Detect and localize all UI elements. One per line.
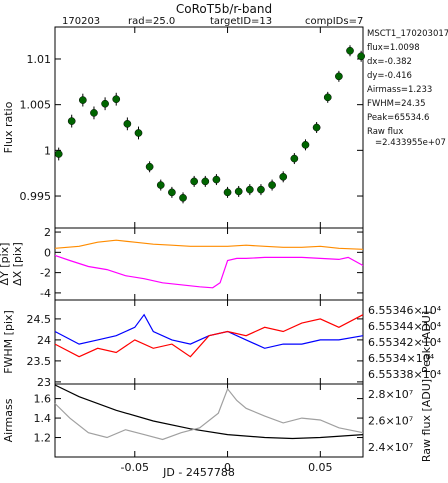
- flux-point: [323, 93, 332, 102]
- panel-fwhm-ylabel: FWHM [pix]: [2, 310, 15, 374]
- header-target: targetID=13: [210, 16, 272, 27]
- flux-point: [123, 119, 132, 128]
- panel-flux-ytick-label: 0.995: [20, 190, 52, 203]
- x-axis-label: JD - 2457788: [162, 466, 235, 479]
- flux-point: [134, 129, 143, 137]
- flux-point: [190, 177, 199, 186]
- info-dy: dy=-0.416: [367, 71, 412, 81]
- flux-point: [112, 95, 121, 104]
- info-dx: dx=-0.382: [367, 57, 412, 67]
- info-rawflux-value: =2.433955e+07: [375, 138, 446, 148]
- panel-airmass-right-tick-label: 2.8×10⁷: [368, 388, 413, 401]
- flux-point: [90, 109, 98, 117]
- info-id: MSCT1_1702030177: [367, 29, 448, 39]
- panel-fwhm-ytick-label: 23: [37, 376, 51, 389]
- panel-flux-ytick-label: 1: [44, 144, 51, 157]
- flux-point: [223, 188, 232, 197]
- panel-shifts-frame: [54, 227, 364, 301]
- flux-point: [101, 99, 109, 108]
- x-tick-label: 0: [224, 461, 231, 474]
- panel-shifts-ylabel: ΔY [pix]: [0, 243, 11, 286]
- panel-airmass-right-ylabel: Raw flux [ADU]: [420, 379, 433, 462]
- panel-flux-ylabel: Flux ratio: [2, 101, 15, 153]
- info-fwhm: FWHM=24.35: [367, 99, 425, 109]
- flux-point: [234, 187, 243, 196]
- info-flux: flux=1.0098: [367, 43, 420, 53]
- header-comp: compIDs=7: [305, 16, 363, 27]
- panel-shifts-ytick-label: -4: [40, 287, 51, 300]
- panel-fwhm-ytick-label: 24: [37, 334, 51, 347]
- flux-point: [268, 181, 276, 189]
- x-tick-label: 0.05: [308, 461, 333, 474]
- panel-airmass-ylabel: Airmass: [2, 398, 15, 442]
- flux-point: [357, 52, 365, 61]
- flux-point: [179, 194, 187, 202]
- flux-point: [145, 162, 154, 171]
- panel-fwhm-series-line: [54, 314, 364, 358]
- chart-title: CoRoT5b/r-band: [176, 2, 272, 16]
- flux-point: [245, 185, 254, 194]
- info-block: MSCT1_1702030177 flux=1.0098 dx=-0.382 d…: [367, 29, 448, 148]
- panel-fwhm-frame: [54, 299, 364, 385]
- panel-fwhm-right-tick-label: 6.55346×10⁴: [368, 304, 442, 317]
- panel-shifts-ylabel: ΔX [pix]: [11, 242, 24, 286]
- flux-point: [54, 150, 63, 158]
- flux-point: [312, 123, 321, 132]
- panel-airmass-right-tick-label: 2.6×10⁷: [368, 415, 413, 428]
- plot-layer: 0.995 1 1.005 1.01 Flux ratio -4 -2 0 2 ΔY [pix] Δ…: [0, 26, 442, 474]
- header-rad: rad=25.0: [128, 16, 175, 27]
- panel-fwhm-right-tick-label: 6.5534×10⁴: [368, 352, 435, 365]
- panel-airmass-series-line: [54, 387, 364, 441]
- panel-fwhm-series-line: [54, 313, 364, 349]
- panel-flux-ytick-label: 1.005: [20, 99, 52, 112]
- flux-point: [279, 172, 288, 181]
- panel-airmass-ytick-label: 1.4: [34, 412, 52, 425]
- panel-airmass-series-line: [54, 384, 364, 440]
- flux-point: [335, 72, 343, 81]
- info-airmass: Airmass=1.233: [367, 85, 432, 95]
- panel-airmass-ytick-label: 1.2: [34, 432, 52, 445]
- flux-point: [67, 117, 76, 125]
- flux-point: [78, 96, 87, 104]
- panel-shifts-series-line: [54, 239, 364, 250]
- x-tick-label: -0.05: [121, 461, 149, 474]
- info-rawflux-label: Raw flux: [367, 127, 403, 137]
- flux-point: [212, 175, 221, 184]
- panel-shifts-series-line: [54, 254, 364, 289]
- info-peak: Peak=65534.6: [367, 113, 429, 123]
- flux-point: [301, 141, 310, 149]
- flux-point: [346, 46, 354, 55]
- flux-point: [201, 177, 210, 186]
- panel-shifts-ytick-label: -2: [40, 267, 51, 280]
- flux-point: [290, 154, 299, 163]
- panel-shifts-ytick-label: 0: [44, 246, 51, 259]
- panel-fwhm-right-tick-label: 6.55344×10⁴: [368, 320, 442, 333]
- panel-flux-ytick-label: 1.01: [27, 53, 52, 66]
- panel-airmass-ytick-label: 1.6: [34, 393, 52, 406]
- panel-airmass-frame: [54, 383, 364, 458]
- panel-fwhm-right-tick-label: 6.55338×10⁴: [368, 368, 442, 381]
- flux-point: [257, 185, 265, 194]
- panel-shifts-ytick-label: 2: [44, 226, 51, 239]
- panel-fwhm-right-ylabel: Peak [ADU]: [420, 311, 433, 373]
- panel-airmass-right-tick-label: 2.4×10⁷: [368, 441, 413, 454]
- panel-fwhm-right-tick-label: 6.55342×10⁴: [368, 336, 442, 349]
- panel-fwhm-ytick-label: 24.5: [27, 313, 52, 326]
- flux-point: [156, 181, 165, 189]
- panel-fwhm-ytick-label: 23.5: [27, 355, 52, 368]
- flux-point: [168, 188, 176, 197]
- header-date: 170203: [62, 16, 100, 27]
